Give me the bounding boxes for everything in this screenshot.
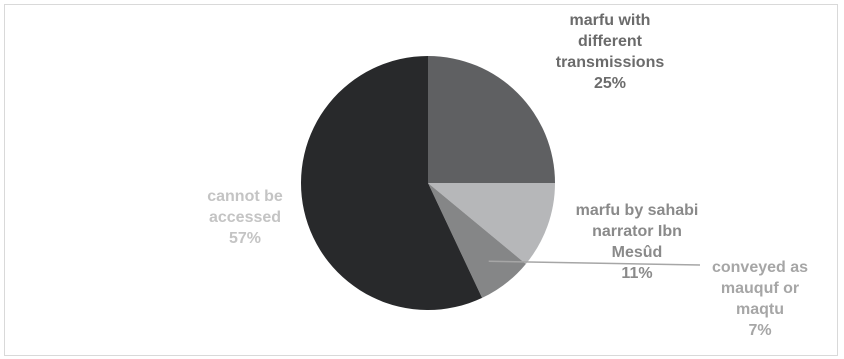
slice-label-cannot-be-accessed: cannot be accessed 57%: [170, 186, 320, 249]
slice-label-line: different: [578, 33, 642, 50]
slice-percent-label: 25%: [593, 75, 627, 92]
slice-label-line: marfu by sahabi: [575, 202, 699, 219]
slice-label-line: marfu with: [569, 12, 651, 29]
slice-label-line: maqtu: [736, 301, 784, 318]
slice-label-marfu-sahabi-ibn-mesud: marfu by sahabi narrator Ibn Mesûd 11%: [552, 200, 722, 284]
slice-label-marfu-different-transmissions: marfu with different transmissions 25%: [520, 10, 700, 94]
slice-conveyed-mauquf-maqtu: [428, 183, 526, 298]
slice-percent-label: 11%: [621, 265, 653, 282]
slice-label-conveyed-mauquf-maqtu: conveyed as mauquf or maqtu 7%: [690, 257, 830, 341]
slice-label-line: cannot be: [207, 188, 283, 205]
slice-label-line: narrator Ibn: [592, 223, 682, 240]
slice-cannot-be-accessed: [300, 56, 483, 311]
slice-label-line: Mesûd: [611, 244, 663, 261]
slice-label-line: conveyed as: [711, 259, 809, 276]
slice-percent-label: 7%: [748, 322, 772, 339]
slice-marfu-different-transmissions: [428, 56, 555, 183]
slice-label-line: accessed: [208, 209, 282, 226]
slice-marfu-sahabi-ibn-mesud: [428, 183, 555, 264]
slice-label-line: transmissions: [555, 54, 665, 71]
slice-label-line: mauquf or: [720, 280, 800, 297]
leader-line: [488, 260, 701, 266]
slice-percent-label: 57%: [228, 230, 262, 247]
